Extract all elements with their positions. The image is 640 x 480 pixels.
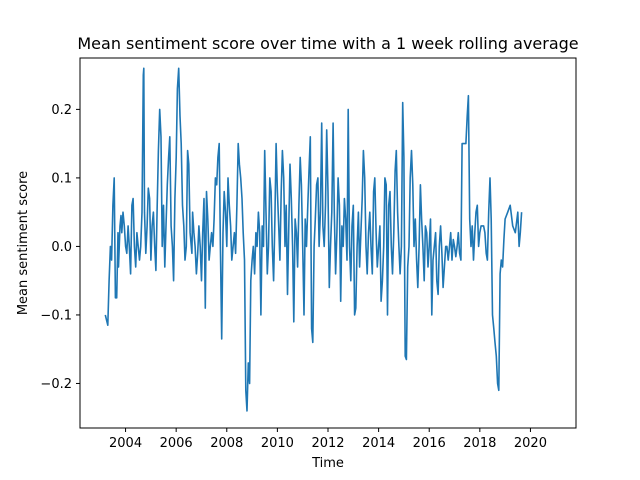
x-axis-label: Time (311, 456, 344, 471)
x-tick-label: 2014 (362, 436, 395, 451)
series-line (104, 67, 523, 412)
y-tick-label: −0.1 (40, 308, 72, 323)
y-axis: −0.2 −0.1 0.0 0.1 0.2 (40, 103, 80, 392)
x-tick-label: 2020 (514, 436, 547, 451)
y-tick-label: 0.2 (51, 103, 72, 118)
x-axis: 2004 2006 2008 2010 2012 2014 2016 2018 2020 (109, 428, 547, 451)
x-tick-label: 2008 (210, 436, 243, 451)
y-tick-label: 0.0 (51, 240, 72, 255)
x-tick-label: 2006 (160, 436, 193, 451)
x-tick-label: 2016 (413, 436, 446, 451)
x-tick-label: 2004 (109, 436, 142, 451)
y-axis-label: Mean sentiment score (16, 171, 31, 315)
y-tick-label: −0.2 (40, 377, 72, 392)
plot-area (79, 57, 577, 429)
chart-title: Mean sentiment score over time with a 1 … (77, 34, 578, 53)
y-tick-label: 0.1 (51, 171, 72, 186)
x-tick-label: 2010 (261, 436, 294, 451)
x-tick-label: 2018 (463, 436, 496, 451)
x-tick-label: 2012 (311, 436, 344, 451)
